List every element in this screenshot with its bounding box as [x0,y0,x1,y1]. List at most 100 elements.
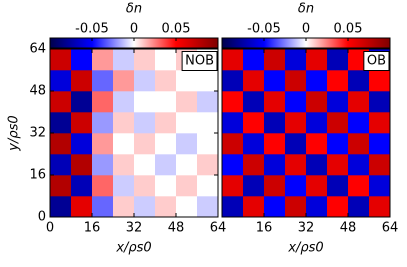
heatmap-cell [50,70,72,92]
heatmap-cell [176,112,198,134]
heatmap-cell [306,175,328,197]
heatmap-cell [50,91,72,113]
colorbar-tick-label: 0 [302,22,310,37]
heatmap-cell [71,112,93,134]
heatmap-cell [327,70,349,92]
x-tick-label: 0 [46,221,54,236]
heatmap-cell [50,49,72,71]
heatmap-cell [222,196,244,218]
x-tick-label: 64 [382,221,399,236]
heatmap-cell [92,49,114,71]
heatmap-cell [50,154,72,176]
heatmap-cell [92,112,114,134]
y-tick-label: 64 [29,42,46,57]
heatmap-cell [222,91,244,113]
heatmap-cell [306,196,328,218]
heatmap-cell [50,112,72,134]
x-tick-label: 48 [168,221,185,236]
heatmap-cell [369,175,391,197]
colorbar-tick-label: -0.05 [75,22,109,37]
heatmap-cell [348,154,370,176]
heatmap-cell [327,175,349,197]
heatmap-cell [92,196,114,218]
heatmap-cell [285,70,307,92]
heatmap-cell [50,175,72,197]
heatmap-cell [264,91,286,113]
heatmap-cell [197,91,219,113]
heatmap-cell [264,154,286,176]
heatmap-cell [134,112,156,134]
colorbar-tick-label: 0.05 [162,22,191,37]
heatmap-cell [71,49,93,71]
heatmap-cell [243,196,265,218]
heatmap-cell [71,70,93,92]
heatmap-cell [50,133,72,155]
heatmap-cell [327,49,349,71]
heatmap-cell [197,196,219,218]
heatmap-cell [134,91,156,113]
y-axis-label: y/ρs0 [7,115,22,151]
y-tick-label: 32 [29,126,46,141]
heatmap-cell [327,112,349,134]
heatmap-cell [222,133,244,155]
heatmap-cell [348,196,370,218]
heatmap-cell [264,112,286,134]
heatmap-cell [197,175,219,197]
heatmap-cell [155,112,177,134]
colorbar-tick-label: 0 [130,22,138,37]
heatmap-cell [222,175,244,197]
x-axis-label: x/ρs0 [287,241,323,256]
y-tick-label: 0 [38,210,46,225]
heatmap-cell [92,154,114,176]
heatmap-cell [369,112,391,134]
colorbar-tick-label: 0.05 [334,22,363,37]
heatmap-cell [134,70,156,92]
heatmap-cell [71,91,93,113]
heatmap-cell [134,133,156,155]
heatmap-cell [285,133,307,155]
heatmap-cell [243,154,265,176]
heatmap-cell [71,133,93,155]
x-tick-label: 16 [84,221,101,236]
heatmap-cell [222,70,244,92]
heatmap-cell [285,154,307,176]
heatmap-cell [197,70,219,92]
heatmap-cell [50,196,72,218]
heatmap-cell [222,49,244,71]
heatmap-cell [348,70,370,92]
heatmap-cell [369,133,391,155]
heatmap-cell [134,196,156,218]
x-tick-label: 32 [298,221,315,236]
heatmap-cell [222,154,244,176]
panel-annotation: NOB [185,54,214,69]
heatmap-cell [306,112,328,134]
x-axis-label: x/ρs0 [115,241,151,256]
heatmap-cell [369,154,391,176]
heatmap-cell [243,112,265,134]
heatmap-cell [134,175,156,197]
heatmap-cell [71,196,93,218]
heatmap-cell [369,70,391,92]
x-tick-label: 64 [210,221,227,236]
heatmap-cell [243,49,265,71]
heatmap-cell [155,154,177,176]
heatmap-cell [113,70,135,92]
heatmap-cell [113,112,135,134]
x-tick-label: 16 [256,221,273,236]
heatmap-cell [243,133,265,155]
heatmap-cell [155,70,177,92]
heatmap-cell [285,49,307,71]
heatmap-cell [92,91,114,113]
heatmap-cell [176,133,198,155]
x-tick-label: 32 [126,221,143,236]
colorbar-label: δn [126,2,142,17]
heatmap-cell [155,175,177,197]
panel-annotation: OB [367,54,386,69]
heatmap-cell [369,196,391,218]
heatmap-cell [243,175,265,197]
heatmap-cell [306,154,328,176]
heatmap-cell [306,70,328,92]
heatmap-cell [71,154,93,176]
heatmap-cell [306,49,328,71]
